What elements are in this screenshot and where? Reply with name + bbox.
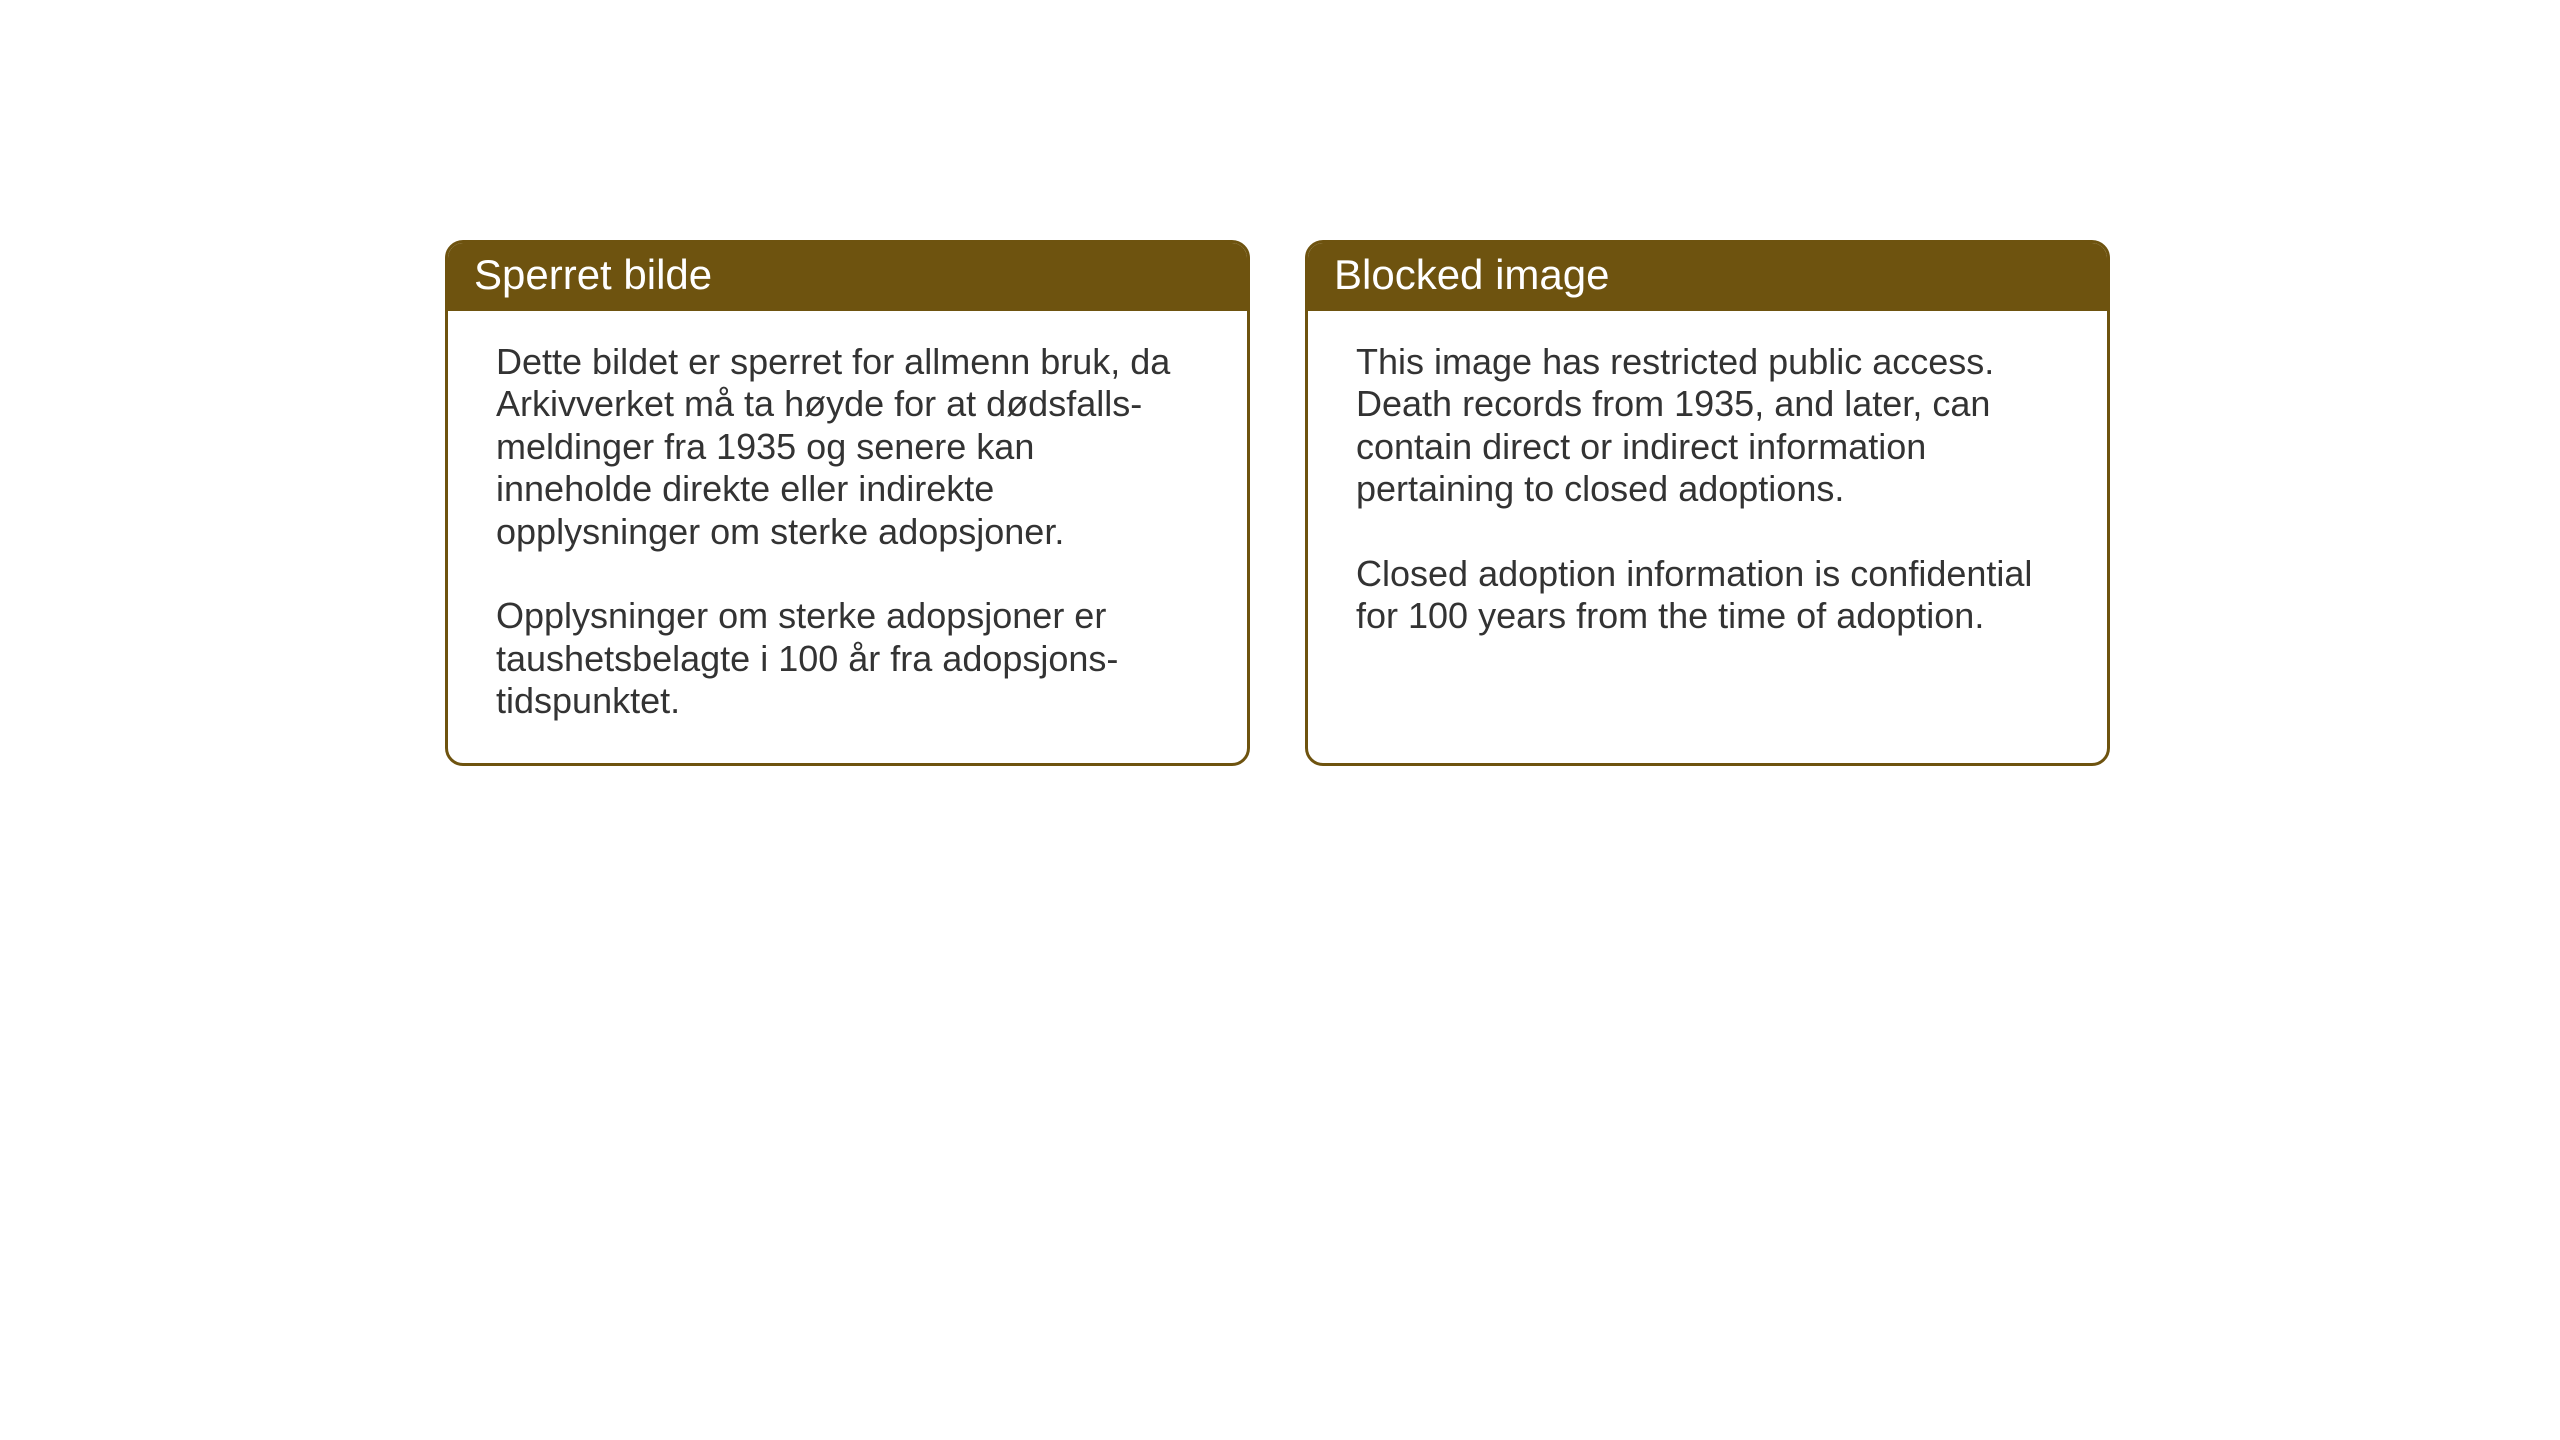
card-paragraph-2-english: Closed adoption information is confident… — [1356, 553, 2059, 638]
card-body-norwegian: Dette bildet er sperret for allmenn bruk… — [448, 311, 1247, 763]
card-header-english: Blocked image — [1308, 243, 2107, 311]
card-paragraph-2-norwegian: Opplysninger om sterke adopsjoner er tau… — [496, 595, 1199, 722]
card-header-norwegian: Sperret bilde — [448, 243, 1247, 311]
card-paragraph-1-norwegian: Dette bildet er sperret for allmenn bruk… — [496, 341, 1199, 553]
card-body-english: This image has restricted public access.… — [1308, 311, 2107, 678]
notice-card-norwegian: Sperret bilde Dette bildet er sperret fo… — [445, 240, 1250, 766]
card-title-english: Blocked image — [1334, 251, 1609, 298]
notice-card-english: Blocked image This image has restricted … — [1305, 240, 2110, 766]
notice-container: Sperret bilde Dette bildet er sperret fo… — [445, 240, 2110, 766]
card-paragraph-1-english: This image has restricted public access.… — [1356, 341, 2059, 511]
card-title-norwegian: Sperret bilde — [474, 251, 712, 298]
